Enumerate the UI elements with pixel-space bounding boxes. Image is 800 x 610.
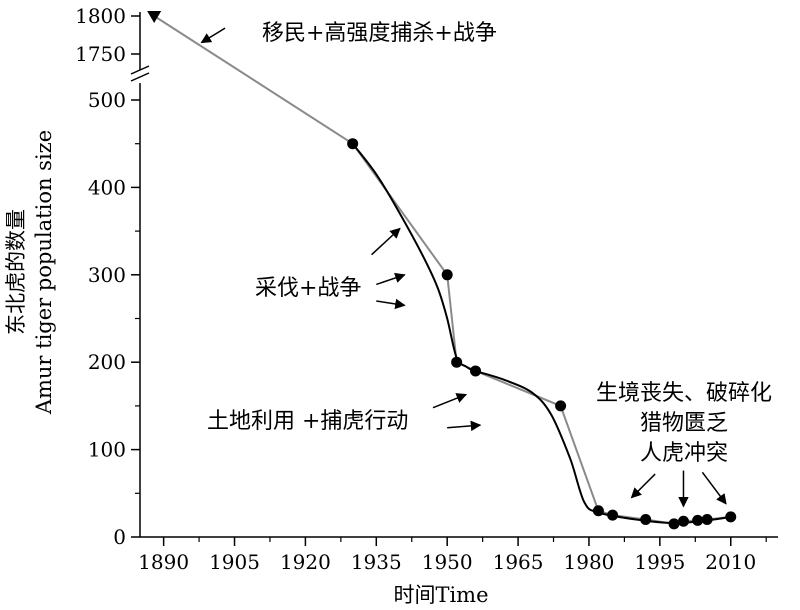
axis-break-mark [130,65,150,75]
annotation-arrow [376,298,406,310]
annotation-arrow [701,471,727,505]
axis-ticks: 1890 1905 1920 1935 1950 1965 1980 1995 2010 0 100… [75,4,767,574]
data-point [725,511,737,523]
data-point [607,509,619,521]
data-point-triangle [147,11,162,23]
data-point [692,514,704,526]
axis-break-mark [130,72,150,82]
x-tick-label: 1965 [493,550,544,574]
data-point [451,356,463,368]
annotation-arrow [447,420,482,432]
data-point [668,518,680,530]
x-tick-label: 1935 [351,550,402,574]
x-tick-label: 1905 [209,550,260,574]
y-tick-label: 300 [88,263,126,287]
annotation-arrow [371,227,401,256]
trend-curve [351,143,731,525]
data-point [555,400,567,412]
axes [130,12,778,538]
x-tick-label: 1890 [138,550,189,574]
y-tick-label: 500 [88,88,126,112]
x-tick-label: 1920 [280,550,331,574]
annotation-text: 生境丧失、破碎化 [596,381,772,406]
data-point [347,138,359,150]
data-point [470,365,482,377]
annotation-text: 采伐+战争 [255,276,361,301]
y-axis-title-english: Amur tiger population size [32,130,56,415]
x-tick-label: 2010 [705,550,756,574]
data-point [441,269,453,281]
y-tick-label: 200 [88,350,126,374]
x-tick-label: 1950 [422,550,473,574]
y-tick-label: 400 [88,175,126,199]
trend-curve-line [351,143,731,525]
annotation-text: 猎物匮乏 [640,411,728,436]
annotation-arrow [630,473,656,499]
data-point [677,515,689,527]
annotation-arrow [200,27,226,44]
data-point [701,514,713,526]
x-tick-label: 1995 [634,550,685,574]
data-point [640,514,652,526]
data-points [147,11,737,530]
annotation-arrow [432,393,468,409]
annotation-arrow [376,272,406,286]
y-tick-label: 0 [113,525,126,549]
y-tick-label: 1800 [75,4,126,28]
y-axis-title-chinese: 东北虎的数量 [4,209,28,335]
annotation-text: 人虎冲突 [640,441,728,466]
data-point [592,505,604,517]
y-tick-label: 1750 [75,42,126,66]
x-axis-title: 时间Time [393,583,488,607]
annotation-text: 移民+高强度捕杀+战争 [262,21,497,46]
y-tick-label: 100 [88,438,126,462]
annotation-text: 土地利用 +捕虎行动 [207,409,408,434]
x-tick-label: 1980 [564,550,615,574]
